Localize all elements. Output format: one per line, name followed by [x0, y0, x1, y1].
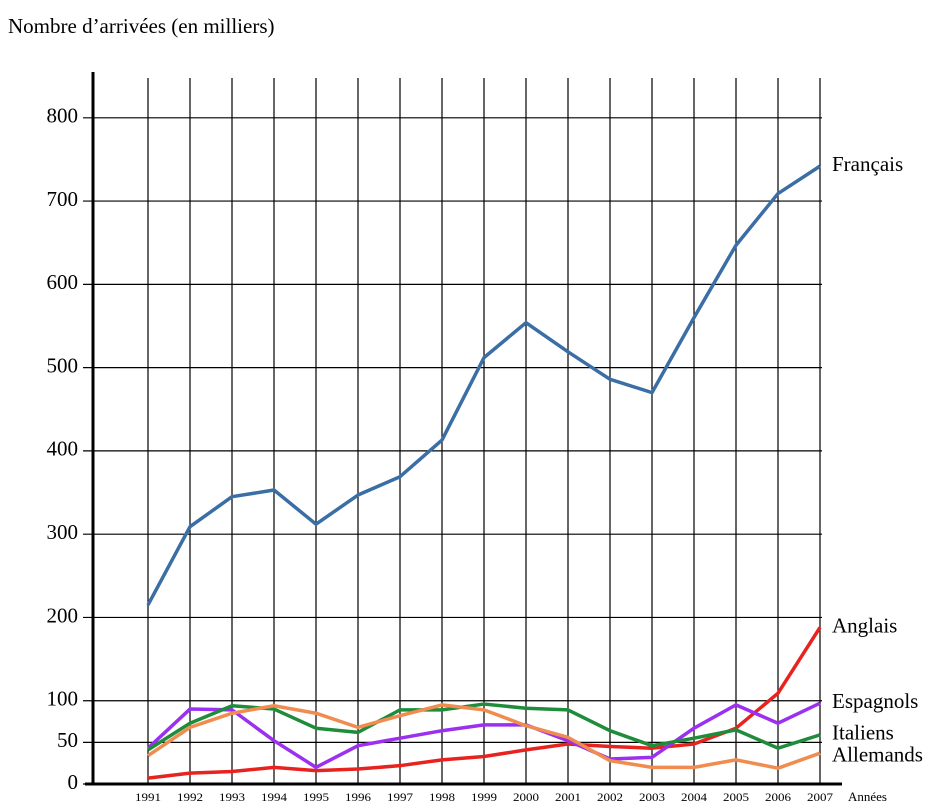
series-label: Italiens — [832, 721, 894, 745]
series-label: Allemands — [832, 743, 923, 767]
series-label: Espagnols — [832, 689, 918, 713]
y-tick-label: 50 — [57, 728, 78, 752]
y-tick-label: 700 — [47, 187, 79, 211]
x-tick-label: 2006 — [765, 790, 791, 804]
line-series — [146, 164, 821, 606]
x-tick-label: 1991 — [135, 790, 161, 804]
x-tick-label: 1993 — [219, 790, 245, 804]
x-tick-label: 2005 — [723, 790, 749, 804]
x-tick-label: 2001 — [555, 790, 581, 804]
y-tick-label: 0 — [68, 770, 79, 794]
x-axis-label: Années — [848, 789, 887, 804]
y-tick-label: 100 — [47, 687, 79, 711]
x-tick-label: 2000 — [513, 790, 539, 804]
x-tick-label: 1997 — [387, 790, 413, 804]
x-tick-label: 1998 — [429, 790, 455, 804]
x-tick-label: 1994 — [261, 790, 287, 804]
y-axis-label: Nombre d’arrivées (en milliers) — [8, 14, 274, 38]
y-tick-label: 400 — [47, 437, 79, 461]
y-tick-label: 200 — [47, 603, 79, 627]
x-tick-label: 1995 — [303, 790, 329, 804]
x-tick-label: 2007 — [807, 790, 833, 804]
y-tick-label: 500 — [47, 353, 79, 377]
x-tick-label: 2002 — [597, 790, 623, 804]
line-series — [147, 626, 822, 780]
x-tick-label: 2003 — [639, 790, 665, 804]
x-tick-label: 1996 — [345, 790, 371, 804]
line-series — [146, 701, 821, 770]
series-label: Français — [832, 152, 903, 176]
x-tick-label: 1992 — [177, 790, 203, 804]
x-tick-label: 1999 — [471, 790, 497, 804]
y-tick-label: 600 — [47, 270, 79, 294]
y-tick-label: 300 — [47, 520, 79, 544]
line-series — [147, 703, 821, 770]
x-tick-label: 2004 — [681, 790, 707, 804]
y-tick-label: 800 — [47, 104, 79, 128]
series-label: Anglais — [832, 613, 897, 637]
